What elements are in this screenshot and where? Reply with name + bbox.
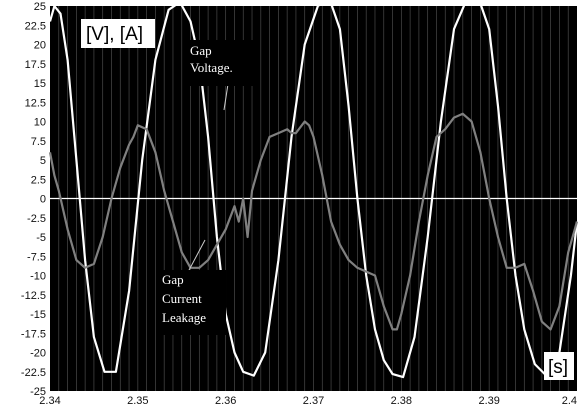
y-tick-label: 20 [34,40,46,52]
y-tick-label: 25 [34,1,46,13]
x-tick-label: 2.37 [303,395,324,407]
gap-current-leakage-line [48,112,579,331]
x-tick-label: 2.39 [478,395,499,407]
x-tick-label: 2.35 [127,395,148,407]
x-tick-label: 2.38 [391,395,412,407]
annotation-text: Leakage [162,310,206,325]
y-tick-label: 15 [34,78,46,90]
y-tick-label: -12.5 [21,290,46,302]
x-tick-label: 2.36 [215,395,236,407]
y-tick-label: -25 [30,386,46,398]
annotation-text: Gap [190,43,212,58]
x-axis-label: [s] [548,357,568,378]
y-tick-label: -7.5 [27,251,46,263]
y-tick-label: -22.5 [21,367,46,379]
annotation-text: Current [162,291,202,306]
y-axis-label: [V], [A] [86,24,143,45]
annotation-text: Voltage. [190,60,233,75]
y-tick-label: -2.5 [27,213,46,225]
annotation-text: Gap [162,272,184,287]
y-tick-label: 22.5 [25,20,46,32]
y-tick-labels: 25 22.5 20 17.5 15 12.5 10 7.5 5 2.5 0 -2.5 -5 -7.5 -1… [21,1,46,398]
annotations: Gap Voltage. Gap Current Leakage [156,40,257,335]
ylabel-box-bg [81,19,155,48]
y-tick-label: 10 [34,117,46,129]
y-tick-label: -15 [30,309,46,321]
y-tick-label: 12.5 [25,97,46,109]
xlabel-box-bg [544,352,574,380]
annotation-bg [185,40,257,86]
x-tick-label: 2.4 [562,395,577,407]
ylabel-box: [V], [A] [81,19,155,48]
y-tick-label: 5 [40,155,46,167]
y-tick-label: 2.5 [31,174,46,186]
y-tick-label: -5 [36,232,46,244]
y-tick-label: -10 [30,271,46,283]
xlabel-box: [s] [544,352,574,380]
y-tick-label: 7.5 [31,136,46,148]
y-tick-label: 0 [40,194,46,206]
x-tick-label: 2.34 [39,395,60,407]
series-group [48,0,579,379]
y-tick-label: 17.5 [25,59,46,71]
gap-voltage-line [48,0,579,379]
annotation-leader [187,239,206,273]
annotation-bg [156,270,226,335]
y-tick-label: -20 [30,348,46,360]
y-tick-label: -17.5 [21,328,46,340]
x-tick-labels: 2.34 2.35 2.36 2.37 2.38 2.39 2.4 [39,395,577,407]
annotation-leader [223,83,229,111]
